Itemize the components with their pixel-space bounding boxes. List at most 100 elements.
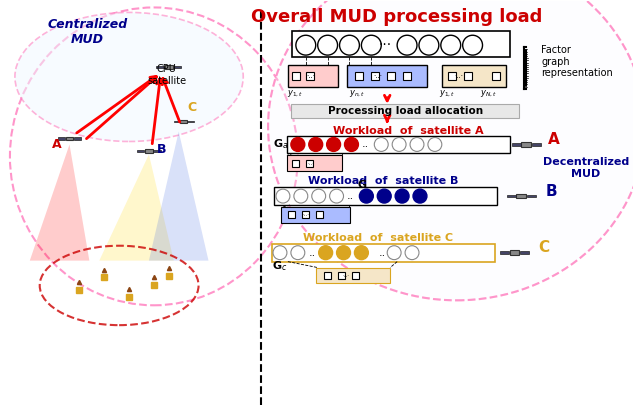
Circle shape bbox=[463, 35, 482, 55]
Bar bbox=[291, 104, 519, 118]
Text: B: B bbox=[545, 183, 557, 198]
Text: ···: ··· bbox=[379, 38, 392, 52]
FancyBboxPatch shape bbox=[464, 72, 471, 80]
Circle shape bbox=[377, 189, 391, 203]
FancyBboxPatch shape bbox=[338, 272, 345, 279]
FancyBboxPatch shape bbox=[316, 211, 323, 218]
Bar bbox=[520, 251, 529, 254]
Bar bbox=[521, 142, 531, 147]
Text: ·..·: ·..· bbox=[306, 73, 315, 79]
Text: CPU
satellite: CPU satellite bbox=[147, 64, 186, 86]
Bar bbox=[281, 207, 350, 223]
Circle shape bbox=[319, 246, 332, 260]
Bar bbox=[441, 65, 507, 87]
FancyBboxPatch shape bbox=[324, 272, 331, 279]
Circle shape bbox=[296, 35, 316, 55]
Bar bbox=[292, 31, 510, 57]
FancyBboxPatch shape bbox=[288, 211, 295, 218]
Text: $\mathbf{G}$: $\mathbf{G}$ bbox=[357, 178, 367, 190]
Text: $y_{n,t}$: $y_{n,t}$ bbox=[349, 89, 366, 99]
Text: Workload  of  satellite B: Workload of satellite B bbox=[308, 176, 458, 186]
Bar bbox=[274, 187, 498, 205]
Bar bbox=[348, 65, 427, 87]
Bar bbox=[517, 194, 526, 198]
Bar bbox=[174, 121, 180, 122]
Text: Overall MUD processing load: Overall MUD processing load bbox=[251, 8, 543, 26]
FancyBboxPatch shape bbox=[306, 160, 313, 167]
Circle shape bbox=[359, 189, 373, 203]
Circle shape bbox=[355, 246, 368, 260]
FancyBboxPatch shape bbox=[448, 72, 456, 80]
Text: $\mathbf{G}_a$: $\mathbf{G}_a$ bbox=[273, 138, 289, 151]
Text: C: C bbox=[538, 240, 550, 255]
Text: ..: .. bbox=[378, 248, 386, 258]
FancyBboxPatch shape bbox=[493, 72, 500, 80]
Text: Workload  of  satellite A: Workload of satellite A bbox=[332, 126, 483, 136]
Circle shape bbox=[395, 189, 409, 203]
Bar bbox=[510, 250, 519, 255]
Text: $y_{1,t}$: $y_{1,t}$ bbox=[286, 89, 303, 99]
Polygon shape bbox=[149, 131, 209, 260]
FancyBboxPatch shape bbox=[355, 72, 364, 80]
Bar bbox=[137, 150, 144, 152]
Text: $y_{N,t}$: $y_{N,t}$ bbox=[480, 89, 497, 99]
FancyBboxPatch shape bbox=[403, 72, 411, 80]
Text: Workload  of  satellite C: Workload of satellite C bbox=[303, 233, 453, 243]
Ellipse shape bbox=[15, 12, 243, 141]
Bar bbox=[500, 251, 508, 254]
FancyBboxPatch shape bbox=[302, 211, 309, 218]
Bar bbox=[272, 244, 496, 262]
Bar bbox=[288, 65, 338, 87]
Text: ·..·: ·..· bbox=[302, 213, 309, 218]
Circle shape bbox=[419, 35, 439, 55]
Ellipse shape bbox=[268, 0, 638, 300]
Text: Centralized
MUD: Centralized MUD bbox=[47, 18, 128, 46]
FancyBboxPatch shape bbox=[371, 72, 379, 80]
Bar bbox=[512, 143, 521, 146]
Bar bbox=[287, 136, 510, 154]
Text: $\mathbf{G}_c$: $\mathbf{G}_c$ bbox=[272, 260, 288, 273]
Bar bbox=[74, 137, 81, 139]
Polygon shape bbox=[30, 144, 89, 260]
FancyBboxPatch shape bbox=[352, 272, 359, 279]
Bar bbox=[507, 195, 516, 197]
Text: B: B bbox=[157, 144, 167, 156]
Circle shape bbox=[413, 189, 427, 203]
Text: ·..·: ·..· bbox=[373, 73, 382, 79]
Text: ·..·: ·..· bbox=[308, 161, 315, 166]
Circle shape bbox=[318, 35, 338, 55]
Bar bbox=[66, 136, 73, 141]
Circle shape bbox=[339, 35, 359, 55]
Text: ·..·: ·..· bbox=[454, 73, 463, 79]
Bar bbox=[287, 156, 341, 171]
Text: A: A bbox=[548, 132, 560, 147]
Text: ..: .. bbox=[362, 139, 369, 149]
Text: C: C bbox=[187, 101, 196, 114]
FancyBboxPatch shape bbox=[292, 72, 300, 80]
Text: Factor
graph
representation: Factor graph representation bbox=[541, 45, 613, 78]
Text: ·..·: ·..· bbox=[342, 273, 349, 278]
Circle shape bbox=[441, 35, 461, 55]
Text: ..: .. bbox=[309, 248, 316, 258]
Circle shape bbox=[309, 138, 323, 151]
Bar bbox=[181, 120, 187, 123]
Bar bbox=[527, 195, 535, 197]
Circle shape bbox=[361, 35, 382, 55]
Text: $y_{1,t}$: $y_{1,t}$ bbox=[438, 89, 455, 99]
Bar bbox=[531, 143, 540, 146]
Bar bbox=[156, 66, 164, 68]
Circle shape bbox=[337, 246, 350, 260]
Bar bbox=[188, 121, 193, 122]
Bar bbox=[174, 66, 181, 68]
Polygon shape bbox=[100, 154, 174, 260]
Bar bbox=[154, 150, 161, 152]
Bar bbox=[316, 267, 390, 283]
FancyBboxPatch shape bbox=[306, 72, 314, 80]
Text: Processing load allocation: Processing load allocation bbox=[327, 106, 482, 116]
Circle shape bbox=[345, 138, 359, 151]
Circle shape bbox=[327, 138, 341, 151]
Bar bbox=[58, 137, 65, 139]
Text: ..: .. bbox=[347, 191, 354, 201]
FancyBboxPatch shape bbox=[292, 160, 299, 167]
Circle shape bbox=[397, 35, 417, 55]
